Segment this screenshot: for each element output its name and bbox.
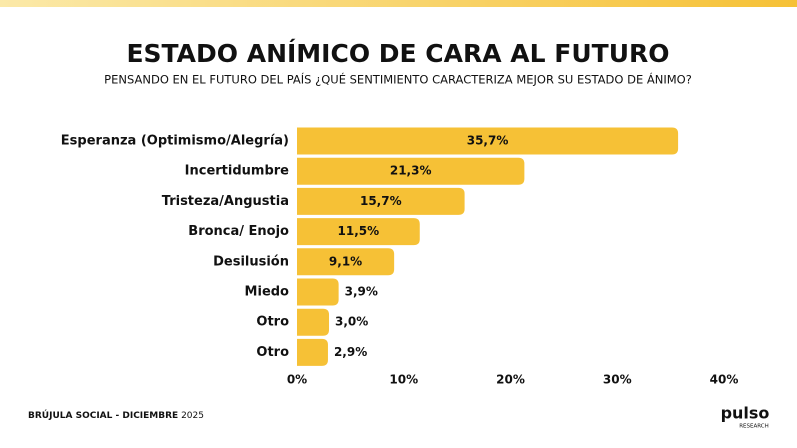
value-label: 3,0% [335, 315, 368, 329]
bar [297, 157, 525, 185]
y-tick-label: Incertidumbre [185, 164, 290, 179]
y-tick-label: Esperanza (Optimismo/Alegría) [61, 134, 289, 149]
bar [297, 127, 679, 155]
x-tick-label: 20% [496, 373, 525, 387]
value-label: 15,7% [360, 194, 402, 208]
bar [297, 308, 330, 336]
bar [297, 338, 328, 366]
y-tick-label: Otro [256, 345, 289, 360]
value-label: 35,7% [467, 134, 509, 148]
top-band [0, 0, 797, 7]
footer-source: BRÚJULA SOCIAL - DICIEMBRE [28, 409, 178, 421]
chart-subtitle: PENSANDO EN EL FUTURO DEL PAÍS ¿QUÉ SENT… [104, 72, 692, 87]
bar [297, 248, 395, 276]
x-tick-label: 40% [710, 373, 739, 387]
x-tick-label: 10% [389, 373, 418, 387]
logo-tagline: RESEARCH [739, 424, 769, 430]
x-tick-label: 0% [287, 373, 307, 387]
value-label: 3,9% [345, 285, 378, 299]
footer-year: 2025 [181, 411, 204, 421]
value-label: 21,3% [390, 164, 432, 178]
footer: BRÚJULA SOCIAL - DICIEMBRE 2025 [28, 409, 204, 421]
bar [297, 278, 339, 306]
value-label: 11,5% [338, 224, 380, 238]
y-tick-label: Tristeza/Angustia [162, 194, 289, 209]
y-tick-label: Bronca/ Enojo [188, 224, 289, 239]
y-tick-label: Miedo [245, 285, 290, 300]
chart-title: ESTADO ANÍMICO DE CARA AL FUTURO [126, 39, 669, 68]
bar [297, 218, 420, 246]
x-tick-label: 30% [603, 373, 632, 387]
bar [297, 187, 465, 215]
y-tick-label: Desilusión [213, 254, 289, 269]
value-label: 9,1% [329, 254, 362, 268]
logo-name: pulso [721, 404, 770, 423]
y-tick-label: Otro [256, 315, 289, 330]
value-label: 2,9% [334, 345, 367, 359]
